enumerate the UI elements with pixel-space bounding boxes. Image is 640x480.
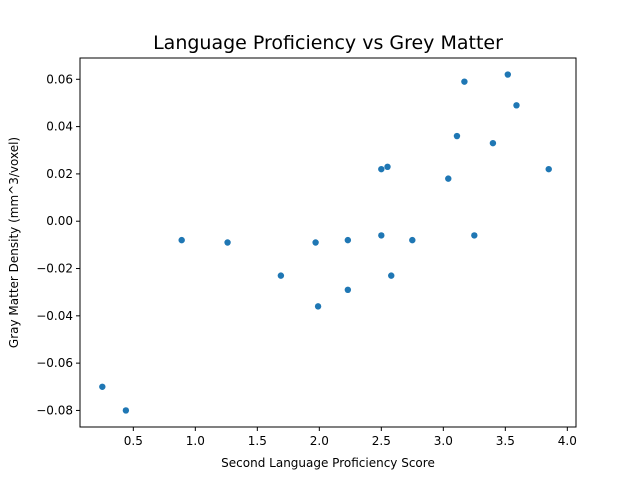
y-tick-label: 0.02 <box>46 167 73 181</box>
data-point <box>312 239 319 246</box>
y-tick-label: −0.04 <box>36 309 73 323</box>
y-axis-label: Gray Matter Density (mm^3/voxel) <box>7 137 21 348</box>
data-point <box>471 232 478 239</box>
data-point <box>344 236 352 244</box>
y-tick-label: −0.08 <box>36 403 73 417</box>
x-tick-label: 4.0 <box>558 434 577 448</box>
y-tick-label: 0.04 <box>46 120 73 134</box>
x-axis-label: Second Language Proficiency Score <box>221 456 435 470</box>
data-point <box>122 407 130 414</box>
x-tick-label: 3.0 <box>434 434 453 448</box>
plot-area <box>99 71 552 414</box>
data-point <box>388 272 395 279</box>
y-tick-label: 0.06 <box>46 72 73 86</box>
x-tick-label: 1.5 <box>248 434 267 448</box>
chart-title: Language Proficiency vs Grey Matter <box>153 32 503 54</box>
data-point <box>378 232 385 239</box>
data-point <box>344 286 352 294</box>
data-point <box>99 383 106 390</box>
data-point <box>445 175 452 182</box>
data-point <box>453 132 461 140</box>
y-axis: −0.08 −0.06 −0.04 −0.02 0.00 0.02 0.04 0.06 <box>36 72 80 417</box>
data-point <box>409 236 416 244</box>
data-point <box>378 165 385 173</box>
data-point <box>513 102 520 109</box>
y-tick-label: −0.06 <box>36 356 73 370</box>
plot-frame <box>79 57 577 428</box>
y-tick-label: 0.00 <box>46 214 73 228</box>
data-point <box>504 71 511 78</box>
x-tick-label: 0.5 <box>124 434 143 448</box>
data-point <box>314 303 322 310</box>
x-tick-label: 1.0 <box>186 434 205 448</box>
x-axis: 0.5 1.0 1.5 2.0 2.5 3.0 3.5 4.0 <box>124 427 577 448</box>
data-point <box>489 139 497 147</box>
data-point <box>545 165 552 173</box>
data-point <box>384 163 391 171</box>
y-tick-label: −0.02 <box>36 262 73 276</box>
data-point <box>178 236 185 244</box>
x-tick-label: 2.5 <box>372 434 391 448</box>
data-point <box>461 78 468 85</box>
data-point <box>277 272 285 279</box>
x-tick-label: 3.5 <box>496 434 515 448</box>
x-tick-label: 2.0 <box>310 434 329 448</box>
data-point <box>224 239 231 246</box>
